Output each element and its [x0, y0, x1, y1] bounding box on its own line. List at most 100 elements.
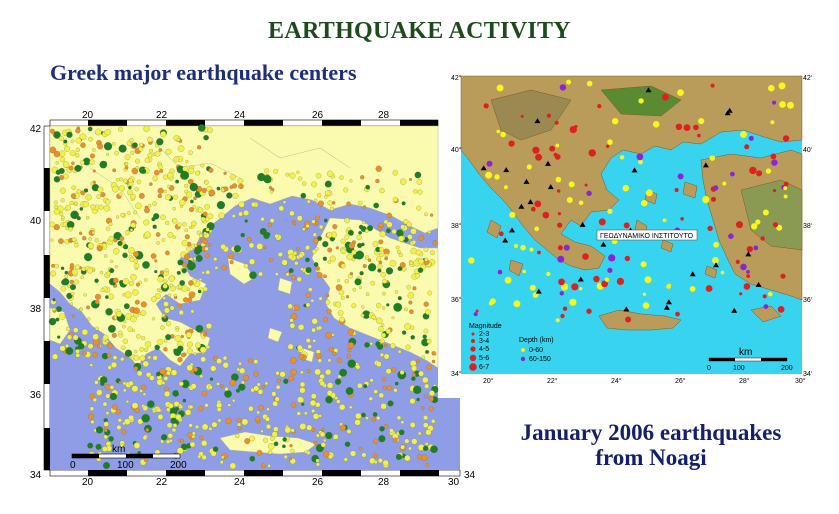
earthquake-marker	[494, 174, 500, 180]
earthquake-marker	[96, 389, 103, 396]
earthquake-marker	[165, 220, 170, 225]
earthquake-marker	[74, 243, 79, 248]
earthquake-marker	[383, 219, 389, 225]
earthquake-marker	[753, 245, 759, 251]
earthquake-marker	[64, 270, 69, 275]
earthquake-marker	[276, 378, 281, 383]
earthquake-marker	[253, 371, 259, 377]
earthquake-marker	[306, 369, 311, 374]
earthquake-marker	[210, 365, 217, 372]
earthquake-marker	[199, 374, 203, 378]
earthquake-marker	[94, 128, 102, 136]
earthquake-marker	[165, 250, 170, 256]
earthquake-marker	[319, 380, 325, 387]
earthquake-marker	[173, 194, 178, 200]
earthquake-marker	[375, 165, 382, 172]
earthquake-marker	[325, 431, 333, 440]
earthquake-marker	[386, 303, 390, 307]
earthquake-marker	[249, 435, 255, 442]
earthquake-marker	[387, 400, 394, 407]
earthquake-marker	[207, 127, 213, 133]
earthquake-marker	[140, 301, 147, 308]
earthquake-marker	[63, 139, 68, 144]
earthquake-marker	[267, 222, 272, 227]
earthquake-marker	[124, 162, 129, 166]
earthquake-marker	[156, 407, 161, 413]
earthquake-marker	[54, 200, 58, 205]
earthquake-marker	[361, 412, 366, 418]
earthquake-marker	[263, 175, 272, 184]
earthquake-marker	[185, 159, 189, 164]
earthquake-marker	[299, 387, 306, 394]
earthquake-marker	[693, 124, 699, 131]
earthquake-marker	[139, 389, 143, 393]
earthquake-marker	[112, 168, 117, 173]
earthquake-marker	[326, 390, 333, 396]
left-lon-tick: 24	[234, 110, 246, 121]
earthquake-marker	[392, 196, 398, 202]
seismic-station-marker	[689, 271, 696, 277]
earthquake-marker	[340, 248, 347, 254]
earthquake-marker	[167, 184, 171, 189]
earthquake-marker	[89, 393, 96, 400]
earthquake-marker	[180, 170, 190, 180]
earthquake-marker	[323, 451, 330, 458]
earthquake-marker	[424, 394, 428, 398]
earthquake-marker	[264, 168, 270, 174]
earthquake-marker	[426, 364, 432, 370]
earthquake-marker	[431, 351, 436, 356]
earthquake-marker	[301, 402, 305, 406]
earthquake-marker	[136, 370, 143, 377]
earthquake-marker	[344, 441, 351, 447]
earthquake-marker	[261, 385, 266, 389]
earthquake-marker	[145, 428, 150, 432]
earthquake-marker	[71, 237, 77, 242]
left-lon-tick-bottom: 22	[156, 477, 168, 486]
earthquake-marker	[298, 353, 304, 360]
earthquake-marker	[735, 259, 740, 264]
earthquake-marker	[417, 267, 424, 273]
earthquake-marker	[131, 167, 139, 175]
left-map-land	[49, 125, 439, 455]
earthquake-marker	[135, 282, 140, 287]
earthquake-marker	[412, 372, 416, 377]
earthquake-marker	[216, 186, 221, 191]
earthquake-marker	[318, 414, 322, 418]
earthquake-marker	[109, 268, 115, 274]
earthquake-marker	[166, 422, 173, 428]
earthquake-marker	[429, 390, 435, 397]
earthquake-marker	[327, 260, 332, 264]
earthquake-marker	[226, 192, 233, 199]
earthquake-marker	[739, 292, 743, 296]
earthquake-marker	[529, 247, 534, 252]
earthquake-marker	[160, 214, 166, 220]
earthquake-marker	[311, 181, 318, 188]
earthquake-marker	[149, 375, 155, 381]
earthquake-marker	[504, 276, 512, 284]
earthquake-marker	[289, 444, 293, 448]
earthquake-marker	[208, 167, 214, 173]
earthquake-marker	[411, 438, 418, 445]
earthquake-marker	[638, 98, 644, 104]
earthquake-marker	[711, 196, 716, 202]
earthquake-marker	[415, 249, 422, 256]
earthquake-marker	[52, 307, 56, 312]
earthquake-marker	[114, 265, 118, 269]
earthquake-marker	[281, 259, 288, 266]
earthquake-marker	[283, 455, 288, 459]
earthquake-marker	[380, 403, 387, 410]
earthquake-marker	[150, 253, 157, 259]
earthquake-marker	[99, 376, 108, 384]
earthquake-marker	[763, 304, 769, 309]
earthquake-marker	[118, 144, 127, 153]
earthquake-marker	[64, 274, 69, 279]
earthquake-marker	[557, 222, 563, 228]
earthquake-marker	[393, 388, 398, 393]
earthquake-marker	[238, 183, 244, 190]
earthquake-marker	[172, 423, 178, 428]
earthquake-marker	[92, 333, 99, 340]
earthquake-marker	[642, 302, 650, 309]
earthquake-marker	[486, 160, 493, 167]
earthquake-marker	[343, 187, 349, 193]
earthquake-marker	[740, 263, 747, 271]
